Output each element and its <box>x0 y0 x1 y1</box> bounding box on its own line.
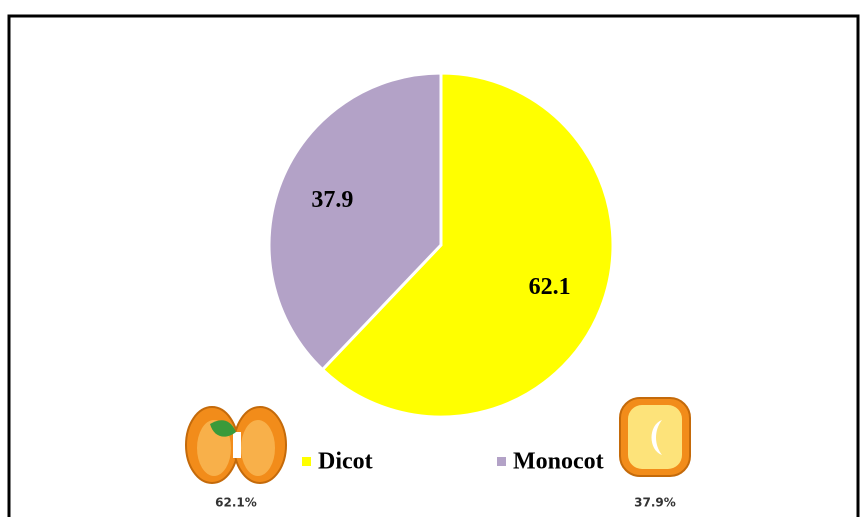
dicot-seed-icon <box>185 406 287 484</box>
legend-marker <box>497 457 506 466</box>
image-caption: 62.1% <box>215 496 257 510</box>
data-label: 62.1 <box>529 274 571 300</box>
legend-label: Monocot <box>513 449 604 475</box>
frame <box>7 14 860 517</box>
monocot-seed-icon <box>619 397 691 477</box>
legend-marker <box>302 457 311 466</box>
data-label: 37.9 <box>311 187 353 213</box>
image-caption: 37.9% <box>634 496 676 510</box>
pie-slice <box>267 71 443 372</box>
legend-label: Dicot <box>318 449 373 475</box>
pie-slice <box>320 71 615 419</box>
